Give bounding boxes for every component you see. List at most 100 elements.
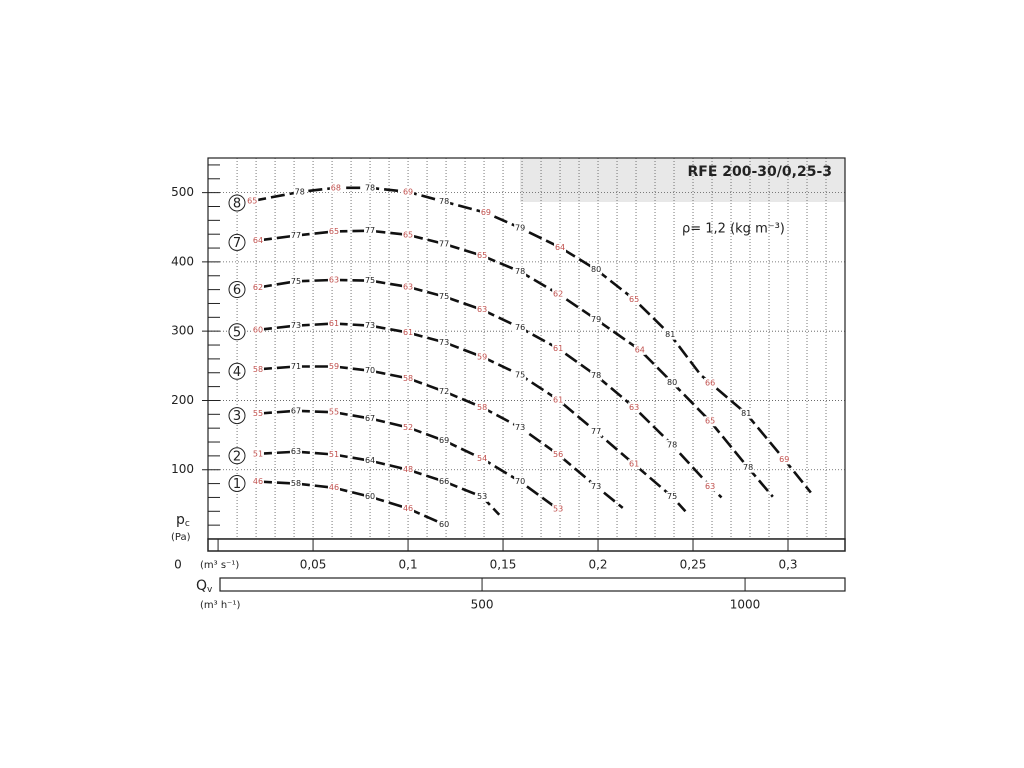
y-tick-label: 100 bbox=[171, 462, 194, 476]
curve bbox=[257, 409, 559, 511]
x-axis-bar bbox=[207, 538, 846, 552]
curve-label: 69 bbox=[439, 436, 449, 445]
label-bg bbox=[364, 455, 377, 466]
curve-id-circle bbox=[228, 233, 246, 251]
curve-label: 65 bbox=[329, 227, 339, 236]
curve-label: 66 bbox=[439, 477, 449, 486]
label-bg bbox=[327, 361, 340, 372]
label-bg bbox=[742, 462, 755, 473]
curve-id-circle bbox=[228, 194, 246, 212]
curve-label: 61 bbox=[553, 395, 563, 404]
curve-label: 46 bbox=[329, 483, 339, 492]
curve bbox=[257, 322, 687, 513]
x2-label: Qv bbox=[196, 578, 213, 595]
label-bg bbox=[590, 426, 603, 437]
curve-label: 73 bbox=[365, 321, 375, 330]
x-tick-label: 0,15 bbox=[490, 558, 517, 572]
x2-label-main: Q bbox=[196, 578, 207, 594]
label-bg bbox=[402, 229, 415, 240]
curve-id-circle bbox=[228, 475, 246, 493]
curve-label: 78 bbox=[515, 267, 525, 276]
label-bg bbox=[364, 365, 377, 376]
label-bg bbox=[514, 266, 527, 277]
curve-label: 73 bbox=[591, 482, 601, 491]
curve-label: 63 bbox=[291, 447, 301, 456]
legend-label: 2 bbox=[233, 449, 241, 464]
label-bg bbox=[740, 408, 753, 419]
label-bg bbox=[251, 282, 264, 293]
curve-id-circle bbox=[228, 323, 246, 341]
label-bg bbox=[514, 422, 527, 433]
curve-label: 69 bbox=[779, 455, 789, 464]
label-bg bbox=[327, 482, 340, 493]
curve-label: 65 bbox=[705, 417, 715, 426]
x-tick-label: 0 bbox=[174, 558, 182, 572]
curve-label: 70 bbox=[365, 366, 375, 375]
curve bbox=[257, 450, 501, 516]
y-label-sub: c bbox=[185, 519, 190, 529]
label-bg bbox=[364, 320, 377, 331]
curve-label: 64 bbox=[365, 456, 375, 465]
label-bg bbox=[514, 369, 527, 380]
curve-label: 61 bbox=[629, 460, 639, 469]
y-label-main: p bbox=[176, 512, 185, 528]
curve-label: 75 bbox=[439, 292, 449, 301]
x-unit: (m³ s⁻¹) bbox=[200, 560, 239, 571]
curve-label: 46 bbox=[403, 504, 413, 513]
label-bg bbox=[402, 503, 415, 514]
label-bg bbox=[364, 413, 377, 424]
label-bg bbox=[628, 459, 641, 470]
label-bg bbox=[289, 276, 302, 287]
label-bg bbox=[438, 476, 451, 487]
curve-label: 59 bbox=[329, 362, 339, 371]
label-bg bbox=[438, 337, 451, 348]
curve-label: 78 bbox=[591, 371, 601, 380]
label-bg bbox=[289, 478, 302, 489]
curve bbox=[257, 365, 624, 509]
curve-label: 60 bbox=[365, 492, 375, 501]
label-bg bbox=[704, 481, 717, 492]
annotation: ρ= 1,2 (kg m⁻³) bbox=[682, 222, 785, 237]
curve-label: 59 bbox=[477, 352, 487, 361]
curve-label: 73 bbox=[291, 321, 301, 330]
label-bg bbox=[402, 422, 415, 433]
x-tick-label: 0,25 bbox=[680, 558, 707, 572]
label-bg bbox=[552, 394, 565, 405]
label-bg bbox=[476, 453, 489, 464]
curve-label: 77 bbox=[591, 427, 601, 436]
title-box bbox=[520, 159, 845, 202]
curve-label: 71 bbox=[291, 362, 301, 371]
curve-label: 78 bbox=[295, 187, 305, 196]
x2-axis-bar bbox=[219, 577, 846, 592]
label-bg bbox=[633, 344, 646, 355]
x2-tick-label: 1000 bbox=[730, 598, 761, 612]
curve-label: 63 bbox=[629, 403, 639, 412]
curve-label: 78 bbox=[743, 463, 753, 472]
y-label: pc bbox=[176, 512, 190, 529]
curve-label: 51 bbox=[253, 449, 263, 458]
label-bg bbox=[251, 364, 264, 375]
label-bg bbox=[246, 195, 259, 206]
label-bg bbox=[327, 226, 340, 237]
curve-id-circle bbox=[228, 281, 246, 299]
curve-label: 48 bbox=[403, 465, 413, 474]
curve-label: 79 bbox=[515, 223, 525, 232]
curve-label: 75 bbox=[291, 277, 301, 286]
curve-label: 78 bbox=[667, 440, 677, 449]
curve-label: 81 bbox=[741, 409, 751, 418]
label-bg bbox=[438, 238, 451, 249]
legend-label: 6 bbox=[233, 283, 241, 298]
curve-label: 75 bbox=[515, 370, 525, 379]
curve-label: 65 bbox=[403, 230, 413, 239]
curve-label: 79 bbox=[591, 315, 601, 324]
label-bg bbox=[704, 377, 717, 388]
legend-label: 7 bbox=[233, 236, 241, 251]
label-bg bbox=[251, 324, 264, 335]
curve-label: 51 bbox=[329, 450, 339, 459]
legend-label: 5 bbox=[233, 325, 241, 340]
label-bg bbox=[552, 504, 565, 515]
label-bg bbox=[664, 329, 677, 340]
curve-label: 63 bbox=[403, 282, 413, 291]
curve-label: 62 bbox=[553, 289, 563, 298]
curve-label: 63 bbox=[477, 305, 487, 314]
